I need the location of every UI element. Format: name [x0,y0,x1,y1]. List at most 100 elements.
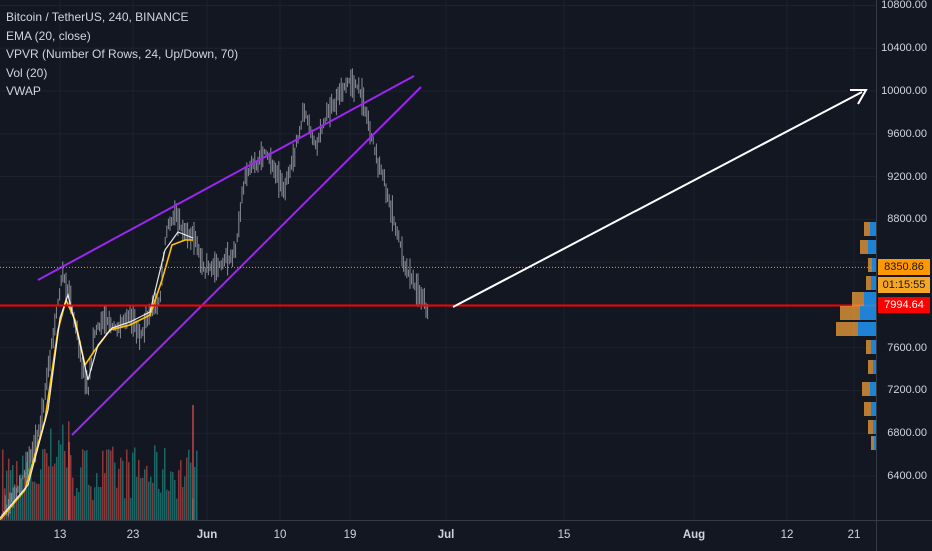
vpvr-row-up [871,276,876,290]
volume-bar [76,487,78,520]
price-tick: 9600.00 [887,127,927,140]
volume-bar [156,452,158,520]
price-tick: 9200.00 [887,170,927,183]
volume-bar [36,483,38,520]
time-tick: 15 [557,529,571,541]
time-tick: 13 [53,529,67,541]
vpvr-row-up [872,258,876,272]
volume-bar [26,462,28,520]
vpvr-row-down [862,382,870,396]
volume-bar [172,472,174,520]
axis-corner [876,520,932,551]
legend-vwap[interactable]: VWAP [6,84,41,98]
volume-bar [192,405,194,520]
volume-bar [142,477,144,520]
volume-bar [52,466,54,520]
volume-bar [32,481,34,520]
volume-bar [102,450,104,520]
vpvr-row-down [840,306,860,320]
volume-bar [24,471,26,520]
projection-arrowhead [850,89,868,105]
legend-symbol[interactable]: Bitcoin / TetherUS, 240, BINANCE [6,10,189,24]
volume-bar [62,424,64,520]
volume-bar [166,489,168,520]
vpvr-row-up [870,222,876,236]
vpvr-row-down [868,360,873,374]
volume-bar [78,492,80,520]
volume-bar [196,450,198,520]
price-tick: 6400.00 [887,470,927,482]
vpvr-row-up [871,340,876,354]
legend: Bitcoin / TetherUS, 240, BINANCE EMA (20… [6,8,238,101]
time-tick: 12 [780,529,794,541]
volume-bar [182,487,184,520]
volume-bar [120,457,122,520]
volume-bar [74,495,76,520]
price-tick: 10400.00 [881,42,927,55]
countdown-label: 01:15:55 [878,277,930,294]
volume-bar [70,454,72,520]
vpvr-row-down [871,436,874,450]
current-price-label: 8350.86 [878,259,930,276]
volume-bar [170,471,172,520]
volume-bar [190,462,192,520]
legend-vol[interactable]: Vol (20) [6,65,48,80]
volume-bar [92,499,94,520]
vpvr-row-down [852,292,864,306]
time-axis[interactable]: 13 23 Jun 10 19 Jul 15 Aug 12 21 [0,520,876,551]
volume-bar [18,497,20,520]
vpvr-row-up [864,292,876,306]
legend-ema[interactable]: EMA (20, close) [6,28,91,43]
vpvr-row-down [868,420,873,434]
volume-bar [46,453,48,520]
volume-bar [96,473,98,520]
volume-bar [114,462,116,520]
price-tick: 10000.00 [881,85,927,97]
volume-bar [146,465,148,520]
projection-arrow-shaft [452,91,863,308]
legend-vpvr[interactable]: VPVR (Number Of Rows, 24, Up/Down, 70) [6,47,239,61]
volume-bar [168,490,170,520]
volume-bar [60,444,62,520]
volume-bar [66,467,68,520]
volume-bar [98,486,100,520]
volume-bar [94,487,96,520]
volume-bar [50,428,52,520]
volume-bar [138,459,140,520]
wedge-upper-line [37,75,415,281]
volume-bar [54,463,56,520]
time-tick: 23 [126,529,140,541]
time-tick: 10 [273,529,287,541]
plot-svg[interactable] [0,0,876,520]
volume-bar [154,445,156,520]
volume-bar [150,476,152,520]
volume-bar [148,481,150,520]
volume-bar [106,449,108,520]
vpvr-row-up [874,436,876,450]
plot-area[interactable] [0,0,876,520]
vpvr-row-down [864,402,871,416]
volume-bar [72,477,74,520]
volume-bar [38,483,40,520]
volume-bar [176,498,178,520]
vpvr-row-up [868,240,876,254]
price-tick: 6800.00 [887,427,927,440]
volume-bar [30,450,32,520]
volume-bar [88,484,90,520]
volume-bar [44,448,46,520]
volume-bar [80,467,82,520]
price-axis[interactable]: 10800.00 10400.00 10000.00 9600.00 9200.00 88… [876,0,932,550]
volume-bar [112,446,114,520]
volume-bar [174,480,176,520]
level-price-label: 7994.64 [878,297,930,314]
vpvr-row-up [873,420,876,434]
volume-bar [128,462,130,520]
volume-bar [82,449,84,520]
volume-bar [20,474,22,520]
volume-bar [64,451,66,520]
vpvr-row-up [870,382,876,396]
volume-bar [28,468,30,520]
vpvr-row-down [866,340,871,354]
volume-bar [86,450,88,520]
volume-bar [118,468,120,520]
